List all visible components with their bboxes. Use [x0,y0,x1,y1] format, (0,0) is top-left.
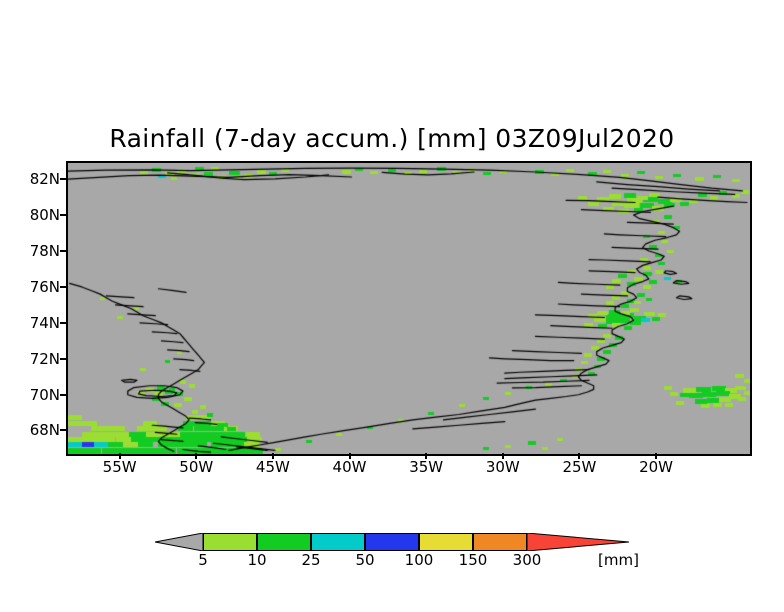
y-axis-tick-label: 74N [29,313,60,332]
x-axis-tick-label: 35W [409,458,444,476]
page-title: Rainfall (7-day accum.) [mm] 03Z09Jul202… [109,124,675,153]
x-axis-tickmark [425,453,428,459]
colorbar-tick-label: 300 [512,551,542,569]
x-axis-tick-label: 55W [102,458,137,476]
y-axis-tickmark [60,321,66,324]
y-axis-tickmark [60,213,66,216]
x-axis-tickmark [348,453,351,459]
colorbar-tick-label: 5 [198,551,208,569]
x-axis-tick-label: 45W [255,458,290,476]
y-axis-tickmark [60,177,66,180]
x-axis-tick-label: 40W [332,458,367,476]
colorbar-tick-label: 150 [458,551,488,569]
x-axis-tickmark [501,453,504,459]
colorbar-band [473,533,527,551]
x-axis-tick-label: 50W [179,458,214,476]
colorbar-band [203,533,257,551]
y-axis-tick-label: 70N [29,385,60,404]
x-axis-tickmark [118,453,121,459]
y-axis-tickmarks [0,161,66,452]
colorbar-band [311,533,365,551]
colorbar-band [365,533,419,551]
x-axis-tickmark [655,453,658,459]
colorbar-tick-label: 100 [404,551,434,569]
x-axis-tick-label: 20W [639,458,673,476]
colorbar-tick-label: 50 [355,551,375,569]
y-axis-tickmark [60,357,66,360]
colorbar-band [419,533,473,551]
colorbar-under-arrow [154,532,204,552]
y-axis-tick-label: 76N [29,277,60,296]
map-plot-area [66,161,752,456]
y-axis-tick-label: 80N [29,205,60,224]
x-axis-tickmark [195,453,198,459]
colorbar-tick-label: 25 [301,551,321,569]
y-axis-tickmark [60,429,66,432]
y-axis-tick-label: 68N [29,421,60,440]
colorbar-unit-label: [mm] [598,551,639,569]
x-axis-tick-label: 30W [485,458,520,476]
x-axis-tick-label: 25W [562,458,597,476]
y-axis-tickmark [60,285,66,288]
y-axis-tickmark [60,393,66,396]
rainfall-map-canvas [68,163,750,454]
x-axis-tickmarks [66,453,748,461]
x-axis-tickmark [271,453,274,459]
y-axis-labels: 82N 80N 78N 76N 74N 72N 70N 68N [6,161,60,452]
colorbar-tick-label: 10 [247,551,267,569]
x-axis-tickmark [578,453,581,459]
colorbar-band [257,533,311,551]
colorbar-over-arrow [526,532,630,552]
y-axis-tick-label: 82N [29,169,60,188]
y-axis-tickmark [60,249,66,252]
colorbar-labels: 5 10 25 50 100 150 300 [155,551,629,573]
y-axis-tick-label: 78N [29,241,60,260]
colorbar [154,532,630,552]
y-axis-tick-label: 72N [29,349,60,368]
x-axis-labels: 55W 50W 45W 40W 35W 30W 25W 20W [66,458,748,484]
